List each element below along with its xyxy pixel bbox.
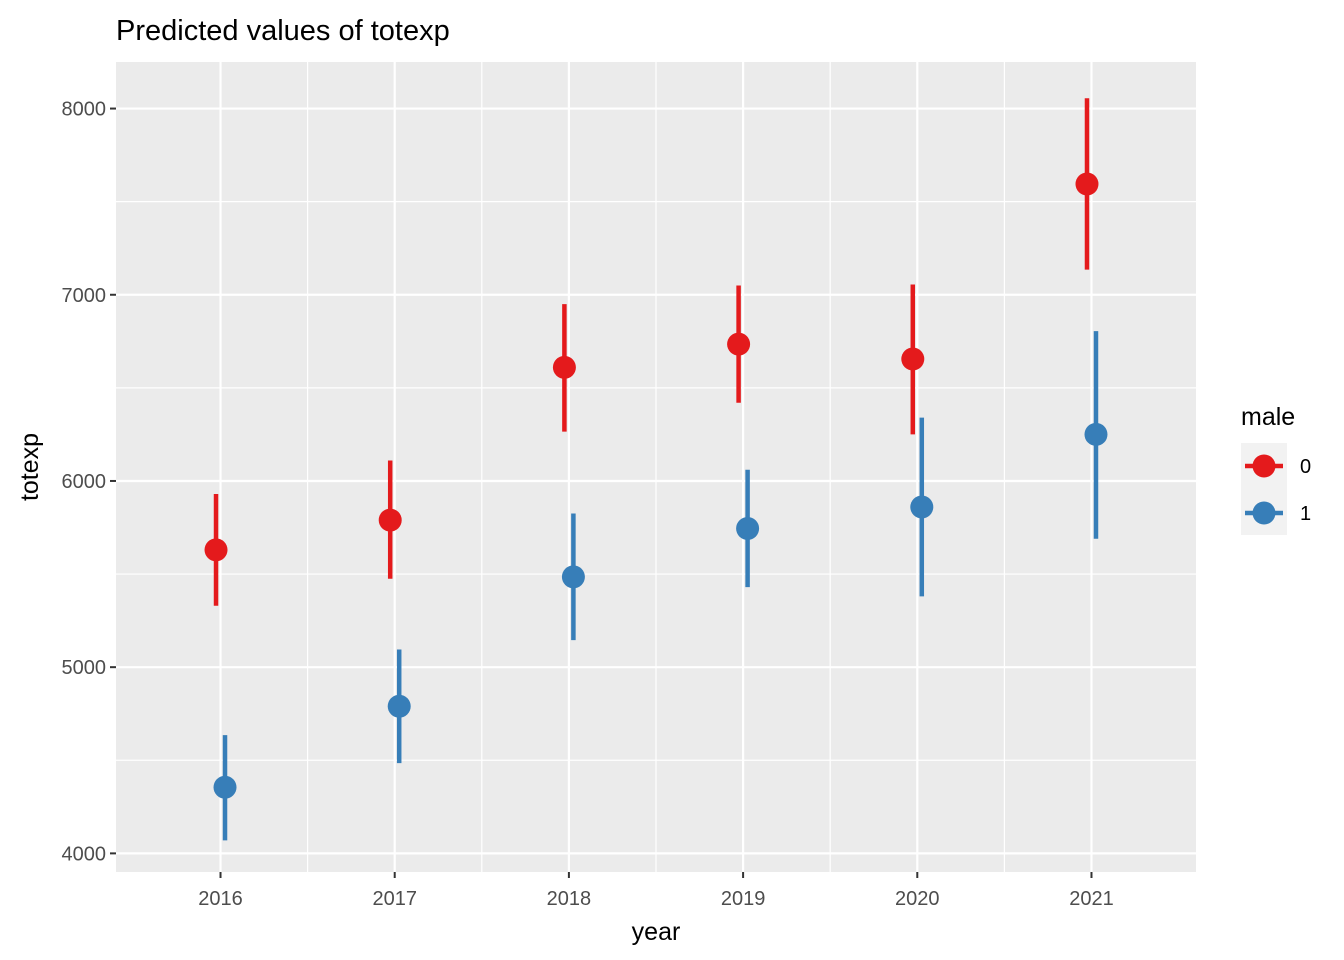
legend: male 0 1 bbox=[1241, 403, 1311, 535]
point-1 bbox=[1084, 422, 1108, 446]
y-axis: 4000 5000 6000 7000 8000 bbox=[62, 99, 116, 865]
legend-label-1: 1 bbox=[1300, 503, 1311, 525]
point-1 bbox=[736, 516, 760, 540]
y-tick-label: 5000 bbox=[62, 657, 107, 679]
legend-label-0: 0 bbox=[1300, 456, 1311, 478]
x-tick-label: 2018 bbox=[547, 888, 592, 910]
y-axis-label: totexp bbox=[16, 433, 44, 501]
y-tick-label: 4000 bbox=[62, 843, 107, 865]
grid-major bbox=[116, 62, 1196, 872]
point-1 bbox=[561, 565, 585, 589]
point-0 bbox=[727, 332, 751, 356]
legend-point-0 bbox=[1252, 454, 1276, 478]
point-1 bbox=[387, 694, 411, 718]
x-tick-label: 2017 bbox=[372, 888, 417, 910]
x-tick-label: 2016 bbox=[198, 888, 243, 910]
x-tick-label: 2020 bbox=[895, 888, 940, 910]
point-1 bbox=[213, 775, 237, 799]
legend-title: male bbox=[1241, 403, 1295, 431]
x-axis-label: year bbox=[632, 918, 681, 946]
x-axis: 2016 2017 2018 2019 2020 2021 bbox=[198, 872, 1114, 910]
point-0 bbox=[552, 355, 576, 379]
chart-title: Predicted values of totexp bbox=[116, 15, 450, 47]
y-tick-label: 7000 bbox=[62, 285, 107, 307]
legend-point-1 bbox=[1252, 501, 1276, 525]
y-tick-label: 8000 bbox=[62, 99, 107, 121]
point-0 bbox=[378, 508, 402, 532]
point-0 bbox=[901, 347, 925, 371]
grid-minor bbox=[116, 62, 1196, 872]
data-marks bbox=[204, 98, 1108, 841]
x-tick-label: 2019 bbox=[721, 888, 766, 910]
point-0 bbox=[204, 538, 228, 562]
y-tick-label: 6000 bbox=[62, 471, 107, 493]
point-1 bbox=[910, 495, 934, 519]
x-tick-label: 2021 bbox=[1069, 888, 1114, 910]
point-0 bbox=[1075, 172, 1099, 196]
